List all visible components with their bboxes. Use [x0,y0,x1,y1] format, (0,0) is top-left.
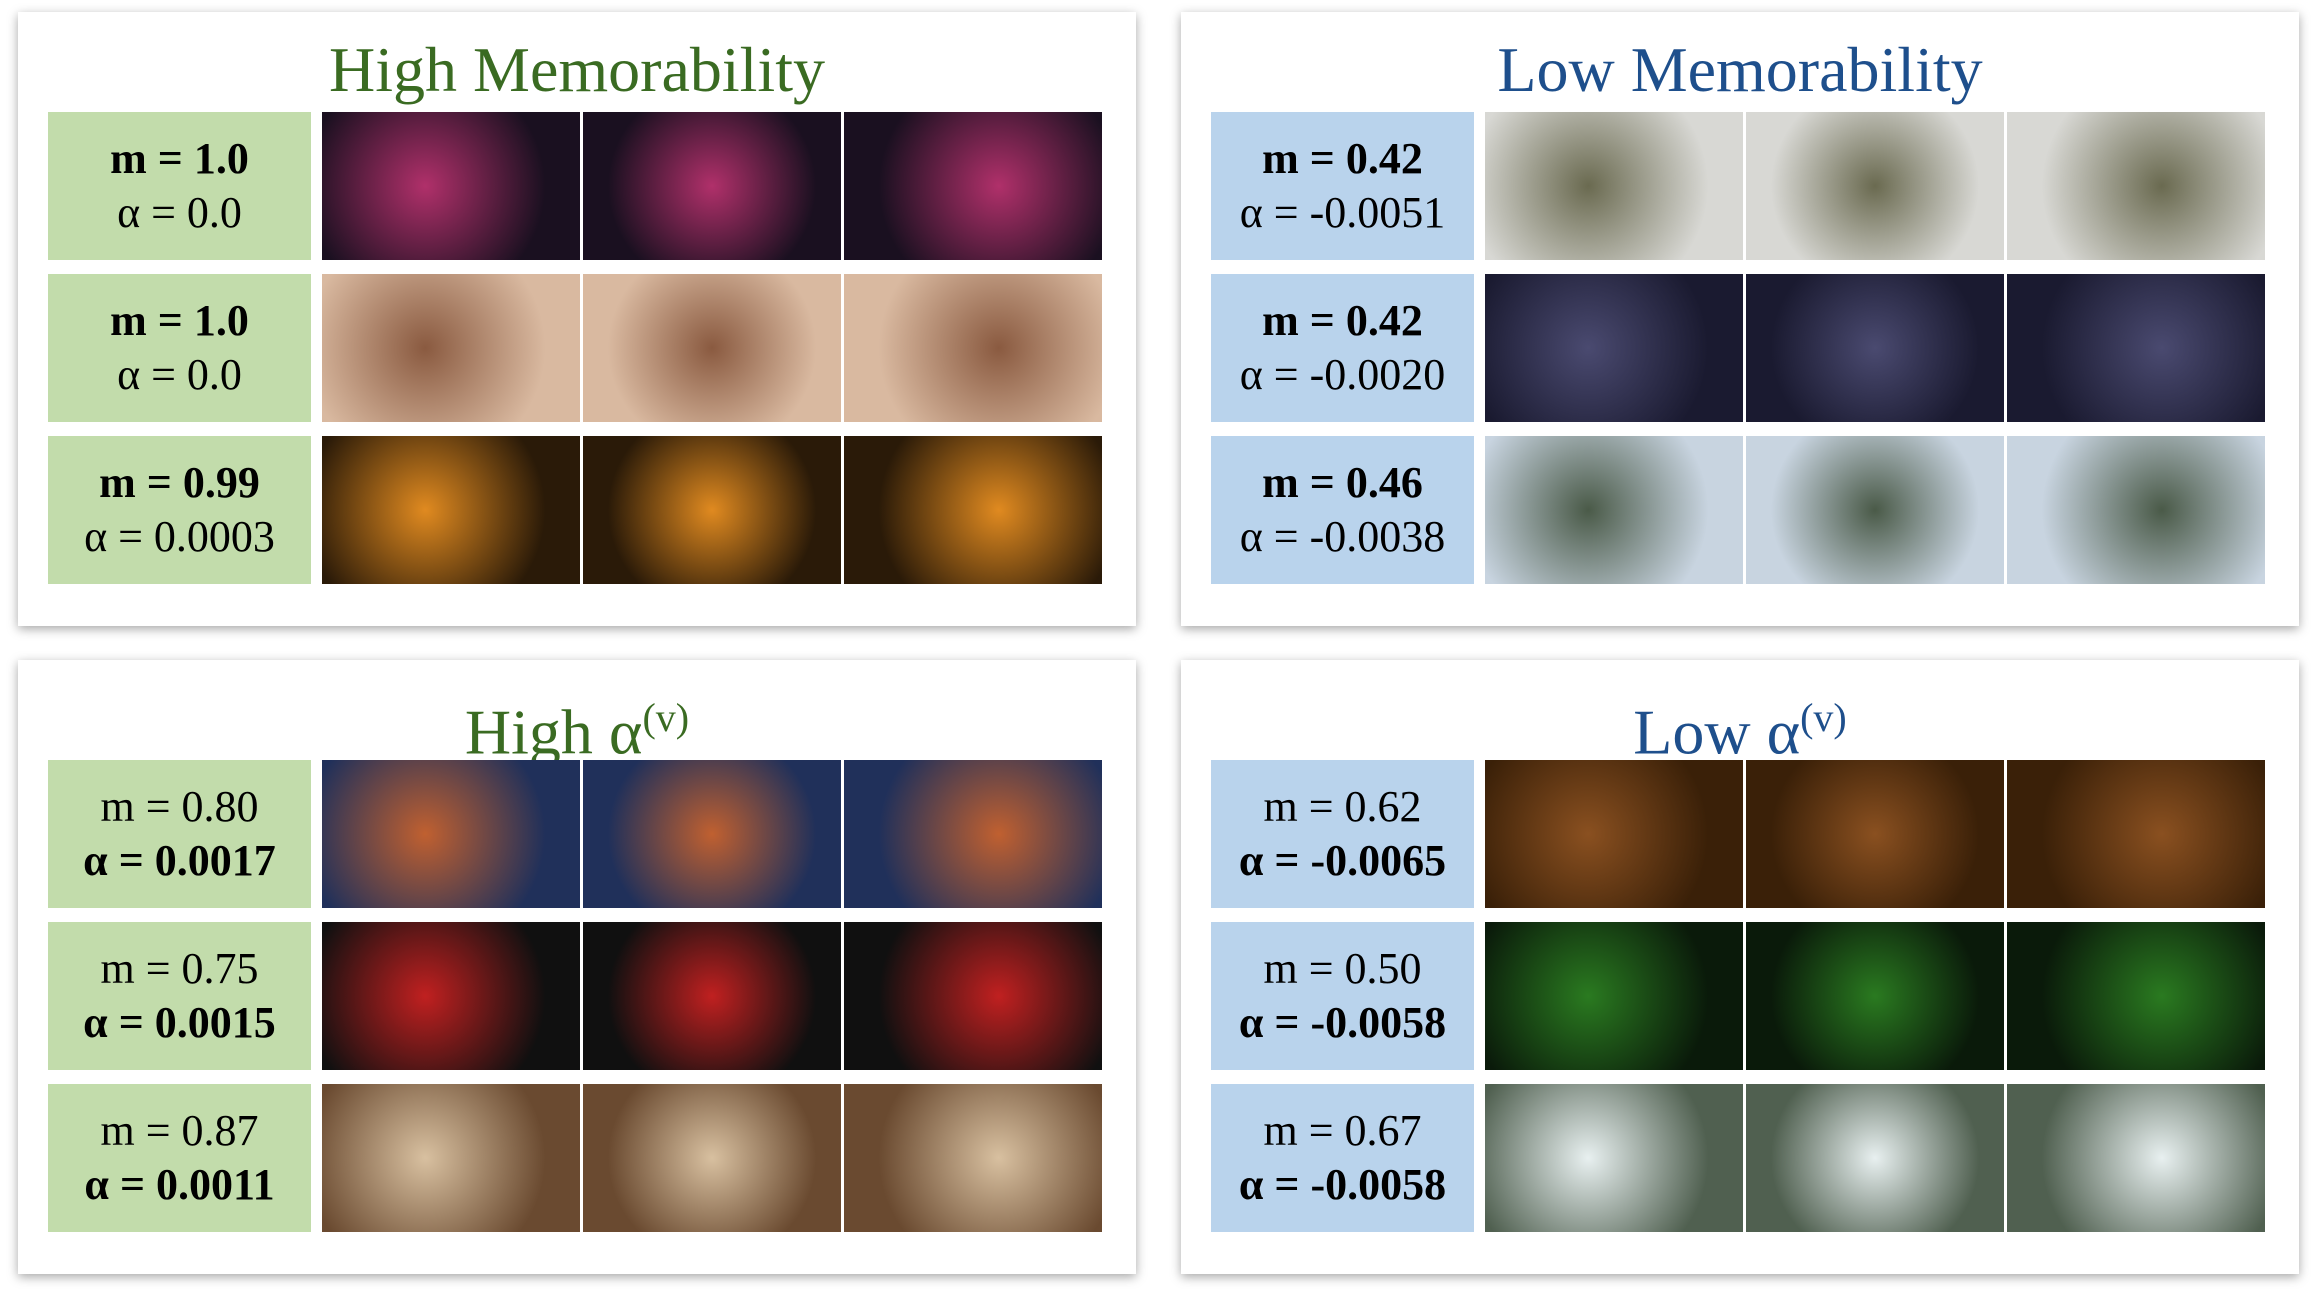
video-frame [1746,436,2004,584]
alpha-score: α = -0.0065 [1238,836,1447,885]
video-frame [844,112,1102,260]
video-frame [1746,922,2004,1070]
memorability-score: m = 0.50 [1263,944,1422,993]
video-frame [322,1084,580,1232]
panel-title: Low Memorability [1181,30,2299,110]
alpha-score: α = 0.0011 [84,1160,275,1209]
alpha-score: α = -0.0051 [1239,188,1446,237]
video-frame [1485,436,1743,584]
title-superscript: (v) [1800,695,1847,740]
video-frame [583,1084,841,1232]
alpha-score: α = 0.0015 [83,998,276,1047]
video-frame [2007,1084,2265,1232]
panel: Low α(v) m = 0.62 α = -0.0065 m = 0.50 α = -… [1181,660,2299,1274]
memorability-score: m = 0.75 [100,944,259,993]
video-frame [844,760,1102,908]
video-frame [1746,1084,2004,1232]
video-frame [1485,1084,1743,1232]
title-text: High Memorability [329,34,825,105]
video-frame [583,760,841,908]
video-frame [844,1084,1102,1232]
video-frame [1485,922,1743,1070]
video-frame [322,112,580,260]
title-superscript: (v) [642,695,690,740]
video-frame [322,436,580,584]
score-label: m = 0.87 α = 0.0011 [48,1084,311,1232]
video-frame [2007,436,2265,584]
alpha-score: α = 0.0 [117,350,242,399]
memorability-score: m = 0.42 [1262,134,1423,183]
memorability-score: m = 0.87 [100,1106,259,1155]
score-label: m = 0.46 α = -0.0038 [1211,436,1474,584]
alpha-score: α = 0.0 [117,188,242,237]
memorability-score: m = 0.80 [100,782,259,831]
memorability-score: m = 0.99 [99,458,260,507]
video-frame [2007,112,2265,260]
panel: Low Memorability m = 0.42 α = -0.0051 m = 0… [1181,12,2299,626]
video-frame [583,922,841,1070]
score-label: m = 0.42 α = -0.0051 [1211,112,1474,260]
panel: High α(v) m = 0.80 α = 0.0017 m = 0.75 α = 0… [18,660,1136,1274]
title-text: High α [464,696,643,768]
video-frame [844,922,1102,1070]
video-frame [2007,274,2265,422]
score-label: m = 0.99 α = 0.0003 [48,436,311,584]
alpha-score: α = 0.0017 [83,836,276,885]
score-label: m = 0.50 α = -0.0058 [1211,922,1474,1070]
alpha-score: α = 0.0003 [84,512,275,561]
video-frame [1485,112,1743,260]
video-frame [1485,760,1743,908]
title-text: Low α [1633,696,1801,768]
alpha-score: α = -0.0058 [1238,1160,1447,1209]
score-label: m = 0.62 α = -0.0065 [1211,760,1474,908]
score-label: m = 1.0 α = 0.0 [48,112,311,260]
video-frame [2007,922,2265,1070]
panel-title: High Memorability [18,30,1136,110]
alpha-score: α = -0.0020 [1239,350,1446,399]
video-frame [1746,274,2004,422]
video-frame [583,436,841,584]
video-frame [844,274,1102,422]
panel-title: High α(v) [18,678,1136,772]
panel: High Memorability m = 1.0 α = 0.0 m = 1.0 α … [18,12,1136,626]
video-frame [322,922,580,1070]
video-frame [1746,112,2004,260]
memorability-score: m = 1.0 [110,296,249,345]
memorability-score: m = 0.42 [1262,296,1423,345]
video-frame [583,112,841,260]
panel-title: Low α(v) [1181,678,2299,772]
video-frame [844,436,1102,584]
video-frame [322,274,580,422]
video-frame [2007,760,2265,908]
video-frame [1746,760,2004,908]
memorability-score: m = 0.62 [1263,782,1422,831]
score-label: m = 0.75 α = 0.0015 [48,922,311,1070]
memorability-score: m = 1.0 [110,134,249,183]
video-frame [322,760,580,908]
video-frame [1485,274,1743,422]
title-text: Low Memorability [1497,34,1983,105]
memorability-score: m = 0.46 [1262,458,1423,507]
score-label: m = 0.80 α = 0.0017 [48,760,311,908]
score-label: m = 0.42 α = -0.0020 [1211,274,1474,422]
score-label: m = 1.0 α = 0.0 [48,274,311,422]
memorability-score: m = 0.67 [1263,1106,1422,1155]
score-label: m = 0.67 α = -0.0058 [1211,1084,1474,1232]
video-frame [583,274,841,422]
alpha-score: α = -0.0058 [1238,998,1447,1047]
alpha-score: α = -0.0038 [1239,512,1446,561]
